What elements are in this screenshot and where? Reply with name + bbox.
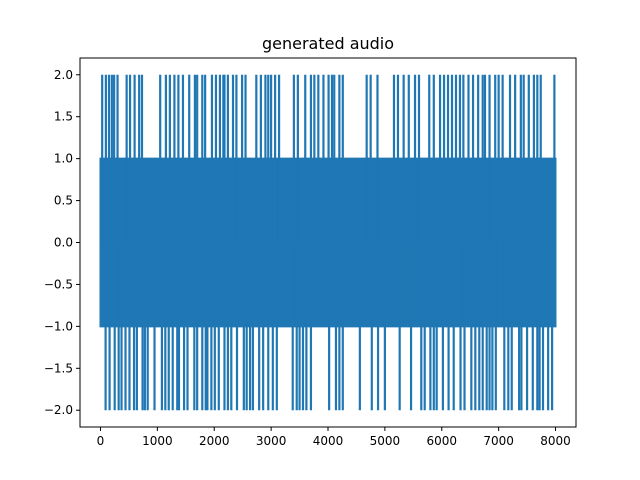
x-tick-label: 2000 — [199, 434, 230, 448]
y-tick-label: 1.5 — [54, 110, 73, 124]
chart-title: generated audio — [262, 34, 394, 53]
y-tick-label: −1.0 — [44, 319, 73, 333]
y-tick-label: −0.5 — [44, 277, 73, 291]
series-line — [99, 74, 557, 411]
x-tick-label: 6000 — [426, 434, 457, 448]
y-tick-label: 0.5 — [54, 194, 73, 208]
x-tick-label: 3000 — [256, 434, 287, 448]
x-tick-label: 4000 — [313, 434, 344, 448]
x-tick-label: 5000 — [370, 434, 401, 448]
y-tick-label: 0.0 — [54, 236, 73, 250]
y-tick-label: 1.0 — [54, 152, 73, 166]
series-layer — [99, 74, 557, 411]
y-tick-label: −1.5 — [44, 361, 73, 375]
x-tick-label: 0 — [97, 434, 105, 448]
x-tick-label: 1000 — [142, 434, 173, 448]
plot-area — [99, 74, 557, 411]
x-tick-label: 7000 — [483, 434, 514, 448]
x-tick-label: 8000 — [540, 434, 571, 448]
x-axis: 0 1000 2000 3000 4000 5000 6000 7000 8000 — [97, 427, 571, 448]
y-tick-label: −2.0 — [44, 403, 73, 417]
y-axis: −2.0 −1.5 −1.0 −0.5 0.0 0.5 1.0 1.5 2.0 — [44, 68, 80, 417]
y-tick-label: 2.0 — [54, 68, 73, 82]
